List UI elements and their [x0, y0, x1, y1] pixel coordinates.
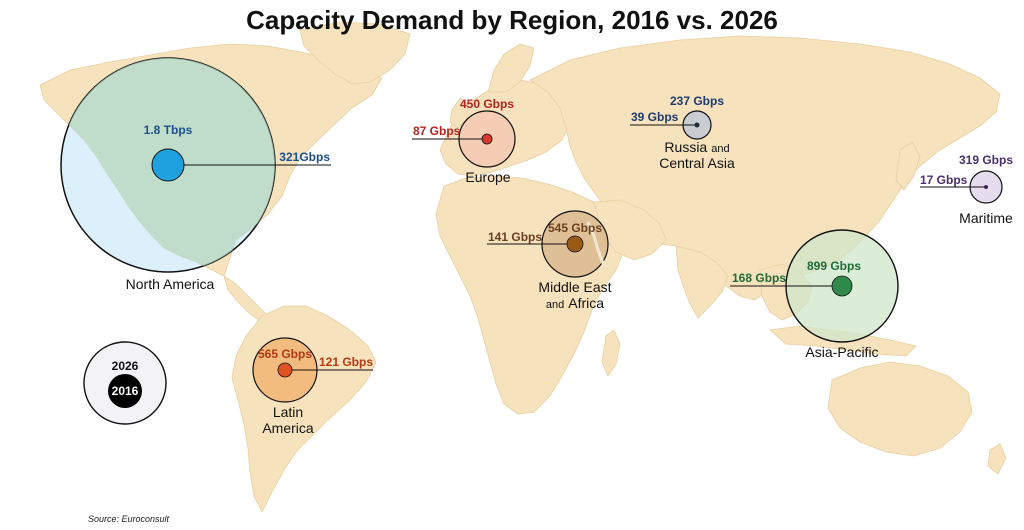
maritime-label: Maritime — [959, 210, 1013, 226]
legend-2026-label: 2026 — [112, 359, 139, 373]
north-america-2016-value: 321Gbps — [279, 150, 330, 164]
russia-label-line2: Central Asia — [659, 155, 735, 171]
region-latin-america: 565 Gbps 121 Gbps Latin America — [252, 337, 373, 436]
asia-2026-value: 899 Gbps — [807, 259, 861, 273]
land-scandinavia — [487, 43, 535, 93]
europe-label: Europe — [465, 169, 510, 185]
legend-2016-label: 2016 — [112, 384, 139, 398]
land-madagascar — [601, 329, 621, 377]
mea-nile-detail — [586, 221, 606, 267]
maritime-2016-dot — [984, 185, 988, 189]
land-south-america — [231, 305, 377, 513]
maritime-2016-value: 17 Gbps — [920, 173, 968, 187]
latam-2016-value: 121 Gbps — [319, 355, 373, 369]
asia-2016-dot — [831, 275, 853, 297]
region-middle-east-africa: 545 Gbps 141 Gbps Middle East and Africa — [487, 210, 612, 311]
source-note: Source: Euroconsult — [88, 514, 170, 524]
russia-2026-value: 237 Gbps — [670, 94, 724, 108]
north-america-2026-value: 1.8 Tbps — [144, 123, 193, 137]
region-asia-pacific: 899 Gbps 168 Gbps Asia-Pacific — [730, 229, 899, 360]
russia-2016-value: 39 Gbps — [631, 110, 679, 124]
north-america-2016-dot — [151, 148, 185, 182]
europe-2016-dot — [481, 133, 493, 145]
latam-label-line2: America — [262, 420, 314, 436]
region-maritime: 319 Gbps 17 Gbps Maritime — [920, 153, 1013, 226]
region-russia-central-asia: 237 Gbps 39 Gbps Russia and Central Asia — [630, 94, 735, 171]
mea-2026-value: 545 Gbps — [548, 221, 602, 235]
russia-label-line1: Russia and — [664, 139, 729, 155]
legend-2016-circle — [108, 374, 142, 408]
region-north-america: 1.8 Tbps 321Gbps North America — [60, 57, 331, 292]
mea-label-line2: and Africa — [546, 295, 604, 311]
page-title: Capacity Demand by Region, 2016 vs. 2026 — [246, 5, 778, 35]
asia-2016-value: 168 Gbps — [732, 271, 786, 285]
europe-2016-value: 87 Gbps — [413, 124, 461, 138]
europe-2026-value: 450 Gbps — [460, 97, 514, 111]
land-india — [675, 245, 729, 319]
land-australia — [827, 361, 973, 457]
land-new-zealand — [987, 443, 1007, 475]
mea-2016-dot — [566, 235, 584, 253]
mea-2016-value: 141 Gbps — [488, 230, 542, 244]
land-central-america — [223, 275, 269, 323]
latam-2026-value: 565 Gbps — [258, 347, 312, 361]
asia-label: Asia-Pacific — [805, 344, 878, 360]
north-america-inner-tint — [61, 58, 275, 272]
north-america-label: North America — [126, 276, 215, 292]
maritime-2026-value: 319 Gbps — [959, 153, 1013, 167]
land-greenland — [299, 21, 411, 85]
mea-label-line1: Middle East — [538, 279, 611, 295]
legend: 2026 2016 — [83, 341, 167, 425]
russia-2016-dot — [694, 122, 700, 128]
latam-2016-dot — [277, 362, 293, 378]
region-europe: 450 Gbps 87 Gbps Europe — [412, 97, 516, 185]
latam-label-line1: Latin — [273, 404, 303, 420]
land-japan — [895, 141, 921, 191]
